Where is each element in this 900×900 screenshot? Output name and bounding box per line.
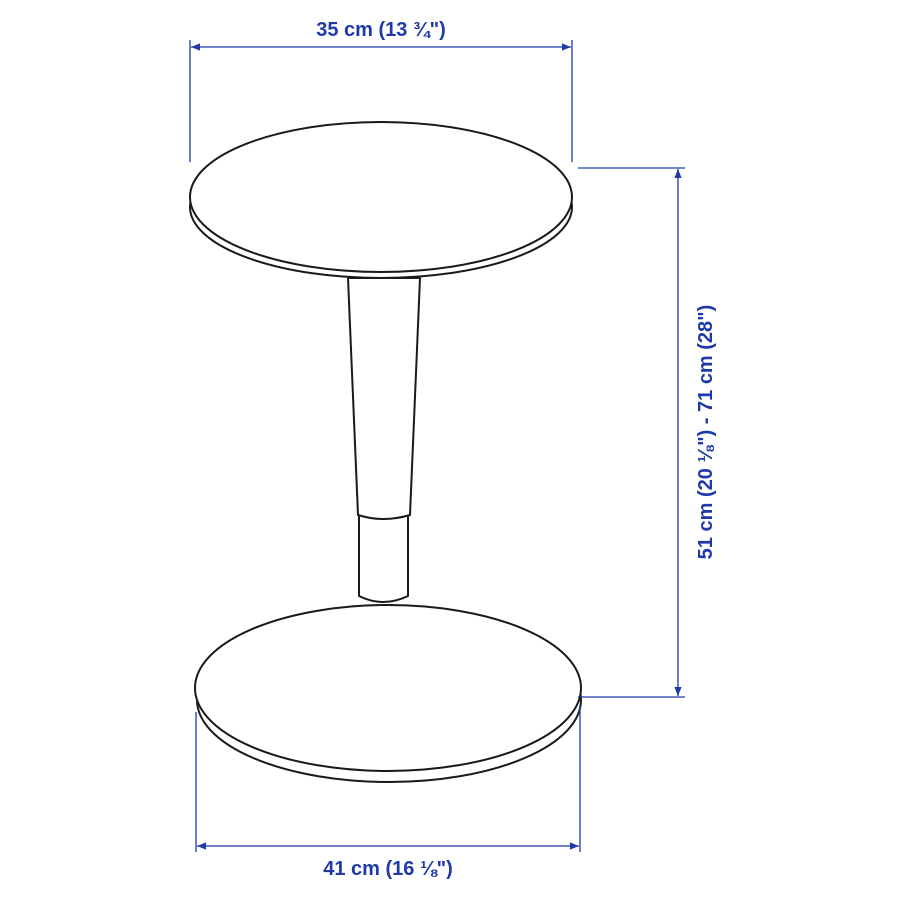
height-dimension	[578, 167, 685, 698]
top-width-dimension	[189, 40, 573, 162]
stool-seat	[189, 121, 573, 279]
stool-base	[194, 604, 582, 783]
height-label: 51 cm (20 ⅛") - 71 cm (28")	[695, 305, 717, 560]
dimension-lines	[189, 40, 685, 852]
stool-upper-column	[347, 277, 421, 520]
stool-illustration	[189, 121, 582, 783]
base-width-label: 41 cm (16 ⅛")	[323, 858, 453, 880]
stool-lower-column	[358, 511, 409, 603]
base-width-dimension	[195, 705, 581, 852]
top-width-label: 35 cm (13 ¾")	[316, 19, 446, 41]
